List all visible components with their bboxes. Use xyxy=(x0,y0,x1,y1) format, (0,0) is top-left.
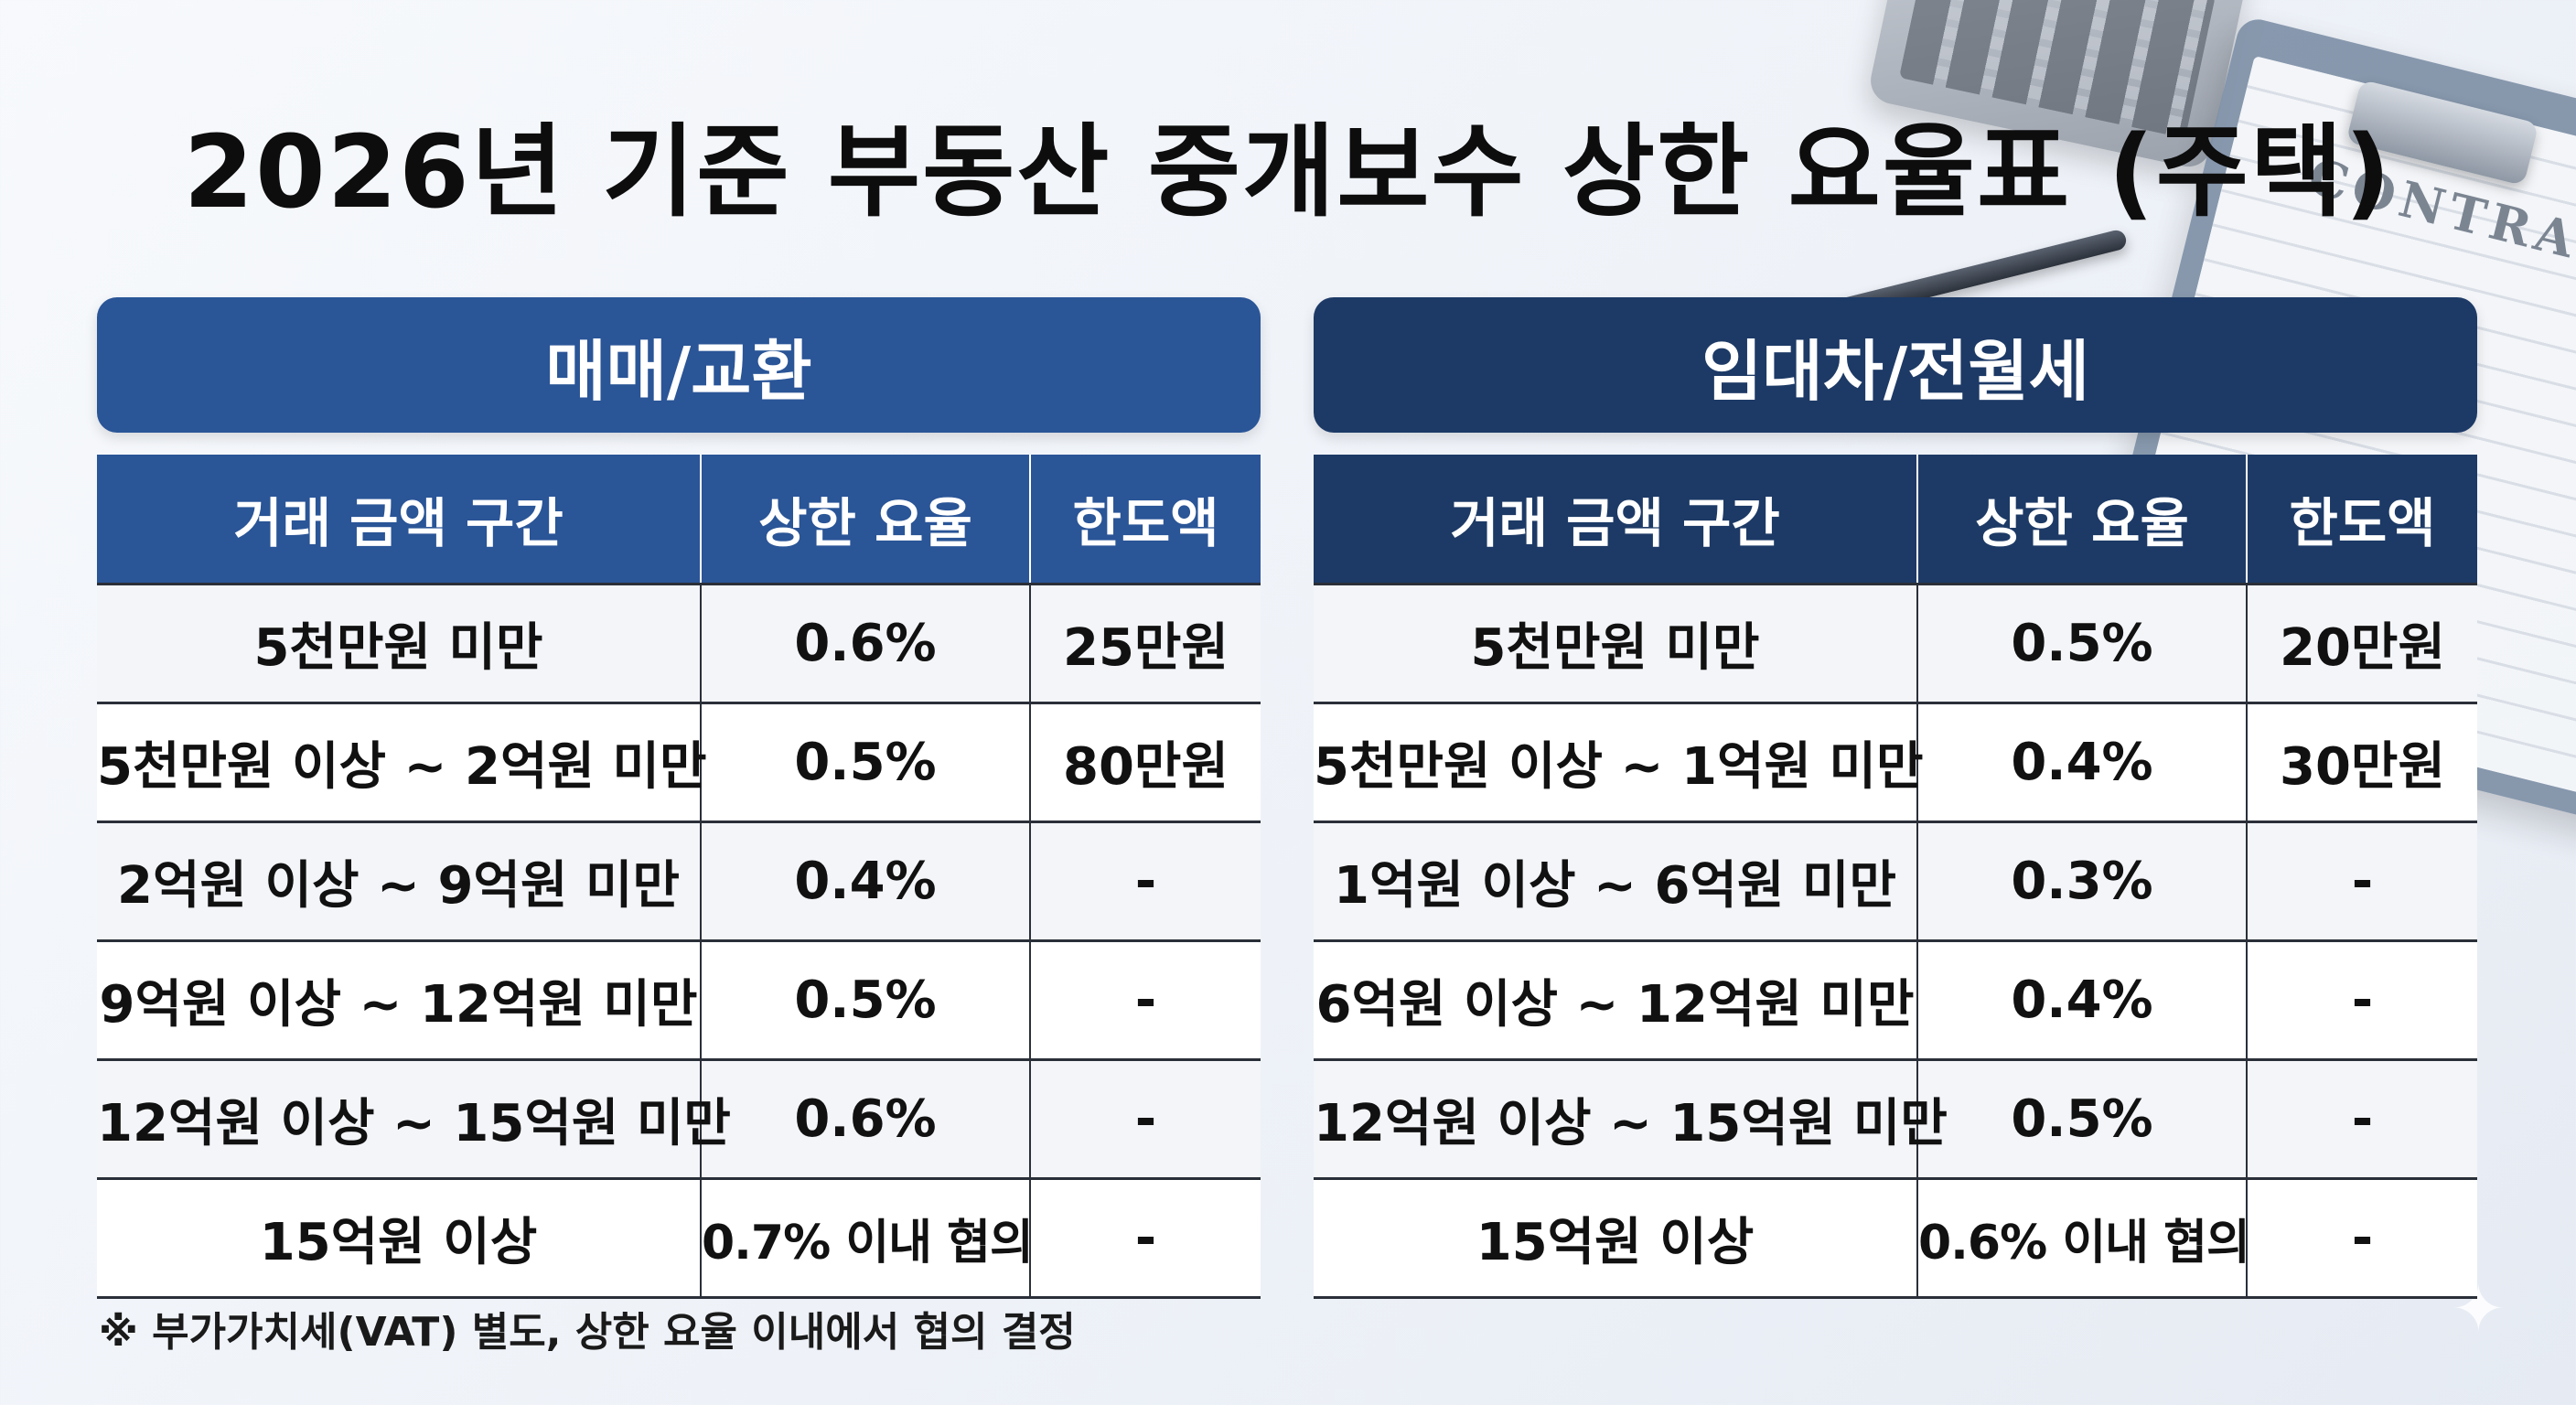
page-title: 2026년 기준 부동산 중개보수 상한 요율표 (주택) xyxy=(183,113,2393,231)
rate-cell: 0.5% xyxy=(701,702,1031,822)
rate-cell: 0.4% xyxy=(701,820,1031,941)
rate-cell: 0.6% xyxy=(701,583,1031,703)
limit-cell: - xyxy=(2247,820,2477,941)
range-cell: 5천만원 미만 xyxy=(1314,583,1918,703)
range-cell: 6억원 이상 ~ 12억원 미만 xyxy=(1314,939,1918,1060)
limit-cell: - xyxy=(1030,820,1261,941)
table-header-row: 거래 금액 구간 상한 요율 한도액 xyxy=(1314,455,2477,585)
table-row: 6억원 이상 ~ 12억원 미만 0.4% - xyxy=(1314,939,2477,1060)
table-row: 15억원 이상 0.7% 이내 협의 - xyxy=(97,1177,1261,1299)
table-row: 5천만원 이상 ~ 1억원 미만 0.4% 30만원 xyxy=(1314,702,2477,822)
rate-cell: 0.4% xyxy=(1917,702,2248,822)
column-header-range: 거래 금액 구간 xyxy=(97,455,702,585)
range-cell: 2억원 이상 ~ 9억원 미만 xyxy=(97,820,702,941)
table-row: 2억원 이상 ~ 9억원 미만 0.4% - xyxy=(97,820,1261,941)
lease-panel-header: 임대차/전월세 xyxy=(1314,297,2477,433)
table-row: 12억원 이상 ~ 15억원 미만 0.5% - xyxy=(1314,1058,2477,1179)
limit-cell: 80만원 xyxy=(1030,702,1261,822)
limit-cell: - xyxy=(1030,1058,1261,1179)
column-header-rate: 상한 요율 xyxy=(701,455,1031,585)
limit-cell: 25만원 xyxy=(1030,583,1261,703)
range-cell: 9억원 이상 ~ 12억원 미만 xyxy=(97,939,702,1060)
limit-cell: - xyxy=(2247,1177,2477,1299)
range-cell: 15억원 이상 xyxy=(97,1177,702,1299)
sale-panel-header: 매매/교환 xyxy=(97,297,1261,433)
rate-cell: 0.5% xyxy=(1917,583,2248,703)
lease-rate-table: 거래 금액 구간 상한 요율 한도액 5천만원 미만 0.5% 20만원 5천만… xyxy=(1314,455,2477,1299)
limit-cell: - xyxy=(2247,939,2477,1060)
lease-panel: 임대차/전월세 거래 금액 구간 상한 요율 한도액 5천만원 미만 0.5% … xyxy=(1314,297,2477,1299)
table-row: 5천만원 미만 0.5% 20만원 xyxy=(1314,583,2477,703)
limit-cell: - xyxy=(2247,1058,2477,1179)
range-cell: 5천만원 미만 xyxy=(97,583,702,703)
table-row: 5천만원 이상 ~ 2억원 미만 0.5% 80만원 xyxy=(97,702,1261,822)
column-header-limit: 한도액 xyxy=(1030,455,1261,585)
sale-panel: 매매/교환 거래 금액 구간 상한 요율 한도액 5천만원 미만 0.6% 25… xyxy=(97,297,1261,1299)
limit-cell: 30만원 xyxy=(2247,702,2477,822)
rate-cell: 0.7% 이내 협의 xyxy=(701,1177,1034,1299)
rate-cell: 0.3% xyxy=(1917,820,2248,941)
rate-cell: 0.6% xyxy=(701,1058,1031,1179)
limit-cell: - xyxy=(1030,1177,1261,1299)
limit-cell: - xyxy=(1030,939,1261,1060)
table-row: 9억원 이상 ~ 12억원 미만 0.5% - xyxy=(97,939,1261,1060)
table-row: 5천만원 미만 0.6% 25만원 xyxy=(97,583,1261,703)
rate-cell: 0.5% xyxy=(1917,1058,2248,1179)
range-cell: 12억원 이상 ~ 15억원 미만 xyxy=(97,1058,731,1179)
range-cell: 5천만원 이상 ~ 1억원 미만 xyxy=(1314,702,1924,822)
range-cell: 15억원 이상 xyxy=(1314,1177,1918,1299)
limit-cell: 20만원 xyxy=(2247,583,2477,703)
rate-cell: 0.5% xyxy=(701,939,1031,1060)
table-row: 1억원 이상 ~ 6억원 미만 0.3% - xyxy=(1314,820,2477,941)
range-cell: 1억원 이상 ~ 6억원 미만 xyxy=(1314,820,1918,941)
vat-footnote: ※ 부가가치세(VAT) 별도, 상한 요율 이내에서 협의 결정 xyxy=(99,1309,1076,1356)
rate-cell: 0.6% 이내 협의 xyxy=(1917,1177,2250,1299)
column-header-range: 거래 금액 구간 xyxy=(1314,455,1918,585)
table-header-row: 거래 금액 구간 상한 요율 한도액 xyxy=(97,455,1261,585)
table-row: 12억원 이상 ~ 15억원 미만 0.6% - xyxy=(97,1058,1261,1179)
column-header-limit: 한도액 xyxy=(2247,455,2477,585)
range-cell: 12억원 이상 ~ 15억원 미만 xyxy=(1314,1058,1948,1179)
rate-cell: 0.4% xyxy=(1917,939,2248,1060)
sale-rate-table: 거래 금액 구간 상한 요율 한도액 5천만원 미만 0.6% 25만원 5천만… xyxy=(97,455,1261,1299)
column-header-rate: 상한 요율 xyxy=(1917,455,2248,585)
range-cell: 5천만원 이상 ~ 2억원 미만 xyxy=(97,702,707,822)
table-row: 15억원 이상 0.6% 이내 협의 - xyxy=(1314,1177,2477,1299)
